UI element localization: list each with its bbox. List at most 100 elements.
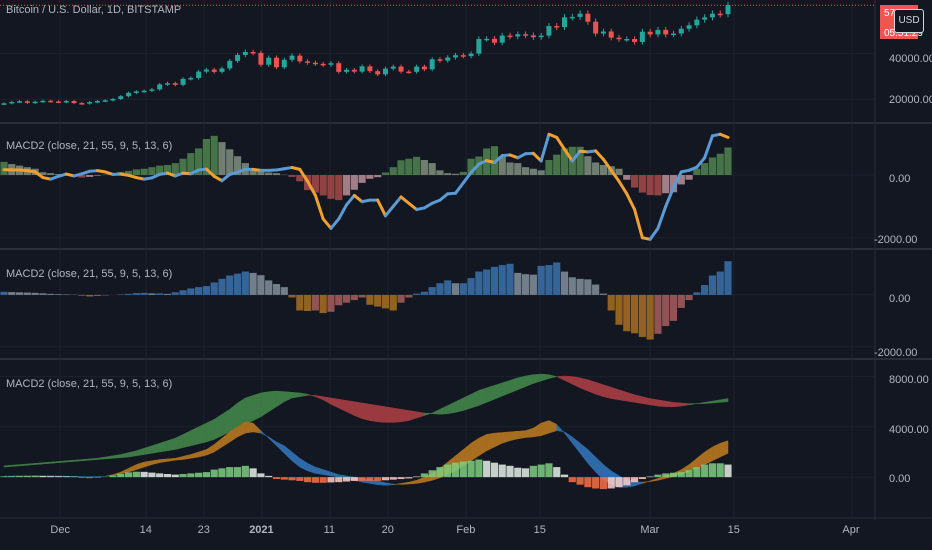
macd-cloud-segment — [315, 466, 324, 475]
pane-4-axis-tick: 0.00 — [889, 473, 911, 485]
pane-3-axis-tick: -2000.00 — [874, 347, 918, 359]
trend-cloud-segment — [486, 385, 495, 403]
candle-body — [1, 103, 7, 105]
histogram-bar — [342, 175, 351, 196]
histogram-bar — [366, 477, 374, 481]
trend-cloud-segment — [136, 447, 145, 457]
macd-line-segment — [648, 226, 660, 241]
histogram-bar — [202, 472, 211, 478]
candle-body — [48, 100, 54, 103]
histogram-bar — [529, 465, 537, 478]
histogram-bar — [93, 175, 102, 176]
histogram-bar — [265, 280, 273, 295]
macd-cloud-segment — [268, 436, 277, 447]
histogram-bar — [607, 294, 615, 311]
trend-cloud-segment — [595, 381, 604, 398]
trend-cloud-segment — [11, 464, 20, 467]
trend-cloud-segment — [34, 462, 44, 465]
trend-cloud-segment — [190, 426, 199, 447]
trend-cloud-segment — [151, 442, 160, 454]
trend-cloud-segment — [159, 440, 168, 453]
candle-body — [678, 28, 684, 34]
histogram-bar — [630, 294, 639, 334]
histogram-bar — [226, 275, 234, 295]
histogram-bar — [132, 471, 140, 478]
candle-body — [118, 96, 124, 99]
histogram-bar — [374, 294, 382, 307]
histogram-bar — [54, 476, 63, 478]
trend-cloud-segment — [634, 394, 643, 404]
histogram-bar — [163, 164, 172, 176]
candle-body — [312, 62, 318, 65]
candle-body — [530, 35, 536, 38]
macd-cloud-segment — [385, 482, 394, 486]
pane-2-title[interactable]: MACD2 (close, 21, 55, 9, 5, 13, 6) — [6, 140, 173, 152]
histogram-bar — [701, 464, 709, 478]
histogram-bar — [93, 294, 102, 296]
trend-cloud-segment — [548, 374, 557, 379]
histogram-bar — [724, 464, 732, 478]
candle-body — [367, 66, 373, 72]
candle-body — [336, 63, 342, 72]
histogram-bar — [467, 278, 475, 295]
histogram-bar — [599, 164, 608, 176]
trend-cloud-segment — [198, 422, 207, 445]
histogram-bar — [304, 477, 312, 483]
histogram-bar — [669, 294, 678, 321]
candle-body — [266, 57, 272, 65]
trend-cloud-segment — [182, 430, 192, 448]
candle-body — [196, 71, 202, 78]
histogram-bar — [506, 162, 514, 176]
trend-cloud-segment — [564, 375, 573, 385]
macd-line-segment — [695, 156, 707, 169]
symbol-title[interactable]: Bitcoin / U.S. Dollar, 1D, BITSTAMP — [6, 4, 182, 16]
histogram-bar — [662, 294, 670, 327]
trend-cloud-segment — [81, 458, 90, 462]
countdown-timer: 05:51:29 — [884, 28, 923, 39]
histogram-bar — [459, 461, 467, 478]
histogram-bar — [202, 286, 211, 295]
histogram-bar — [31, 475, 39, 478]
histogram-bar — [358, 294, 366, 298]
histogram-bar — [179, 474, 187, 478]
histogram-bar — [490, 266, 499, 295]
histogram-bar — [413, 476, 421, 478]
time-axis-label: 23 — [197, 524, 210, 536]
histogram-bar — [397, 160, 405, 176]
histogram-bar — [163, 474, 172, 478]
pane-3-title[interactable]: MACD2 (close, 21, 55, 9, 5, 13, 6) — [6, 268, 173, 280]
candle-body — [79, 103, 85, 105]
candle-body — [390, 66, 396, 69]
macd-line-segment — [422, 201, 434, 210]
macd-cloud-segment — [564, 431, 573, 444]
histogram-bar — [677, 294, 685, 308]
histogram-bar — [257, 171, 265, 176]
pane-4-title[interactable]: MACD2 (close, 21, 55, 9, 5, 13, 6) — [6, 378, 173, 390]
trend-cloud-segment — [104, 455, 114, 460]
histogram-bar — [358, 175, 366, 183]
histogram-bar — [335, 294, 343, 306]
trend-cloud-segment — [509, 377, 519, 394]
macd-line-segment — [633, 208, 644, 240]
histogram-bar — [592, 162, 600, 176]
currency-badge[interactable]: USD — [894, 9, 924, 33]
histogram-bar — [623, 175, 631, 180]
histogram-bar — [537, 170, 545, 176]
candle-body — [499, 35, 505, 43]
macd-line-segment — [718, 132, 730, 139]
candle-body — [632, 39, 638, 42]
candle-body — [608, 31, 614, 38]
trend-cloud-segment — [206, 418, 215, 443]
candle-body — [235, 54, 241, 61]
histogram-bar — [296, 175, 304, 182]
candle-body — [585, 13, 591, 22]
candle-body — [562, 17, 568, 28]
histogram-bar — [475, 271, 483, 295]
histogram-bar — [615, 168, 623, 176]
trend-cloud-segment — [572, 376, 581, 389]
time-axis-label: 14 — [139, 524, 152, 536]
trend-cloud-segment — [540, 373, 550, 382]
macd-cloud-segment — [470, 437, 480, 462]
histogram-bar — [708, 157, 717, 176]
